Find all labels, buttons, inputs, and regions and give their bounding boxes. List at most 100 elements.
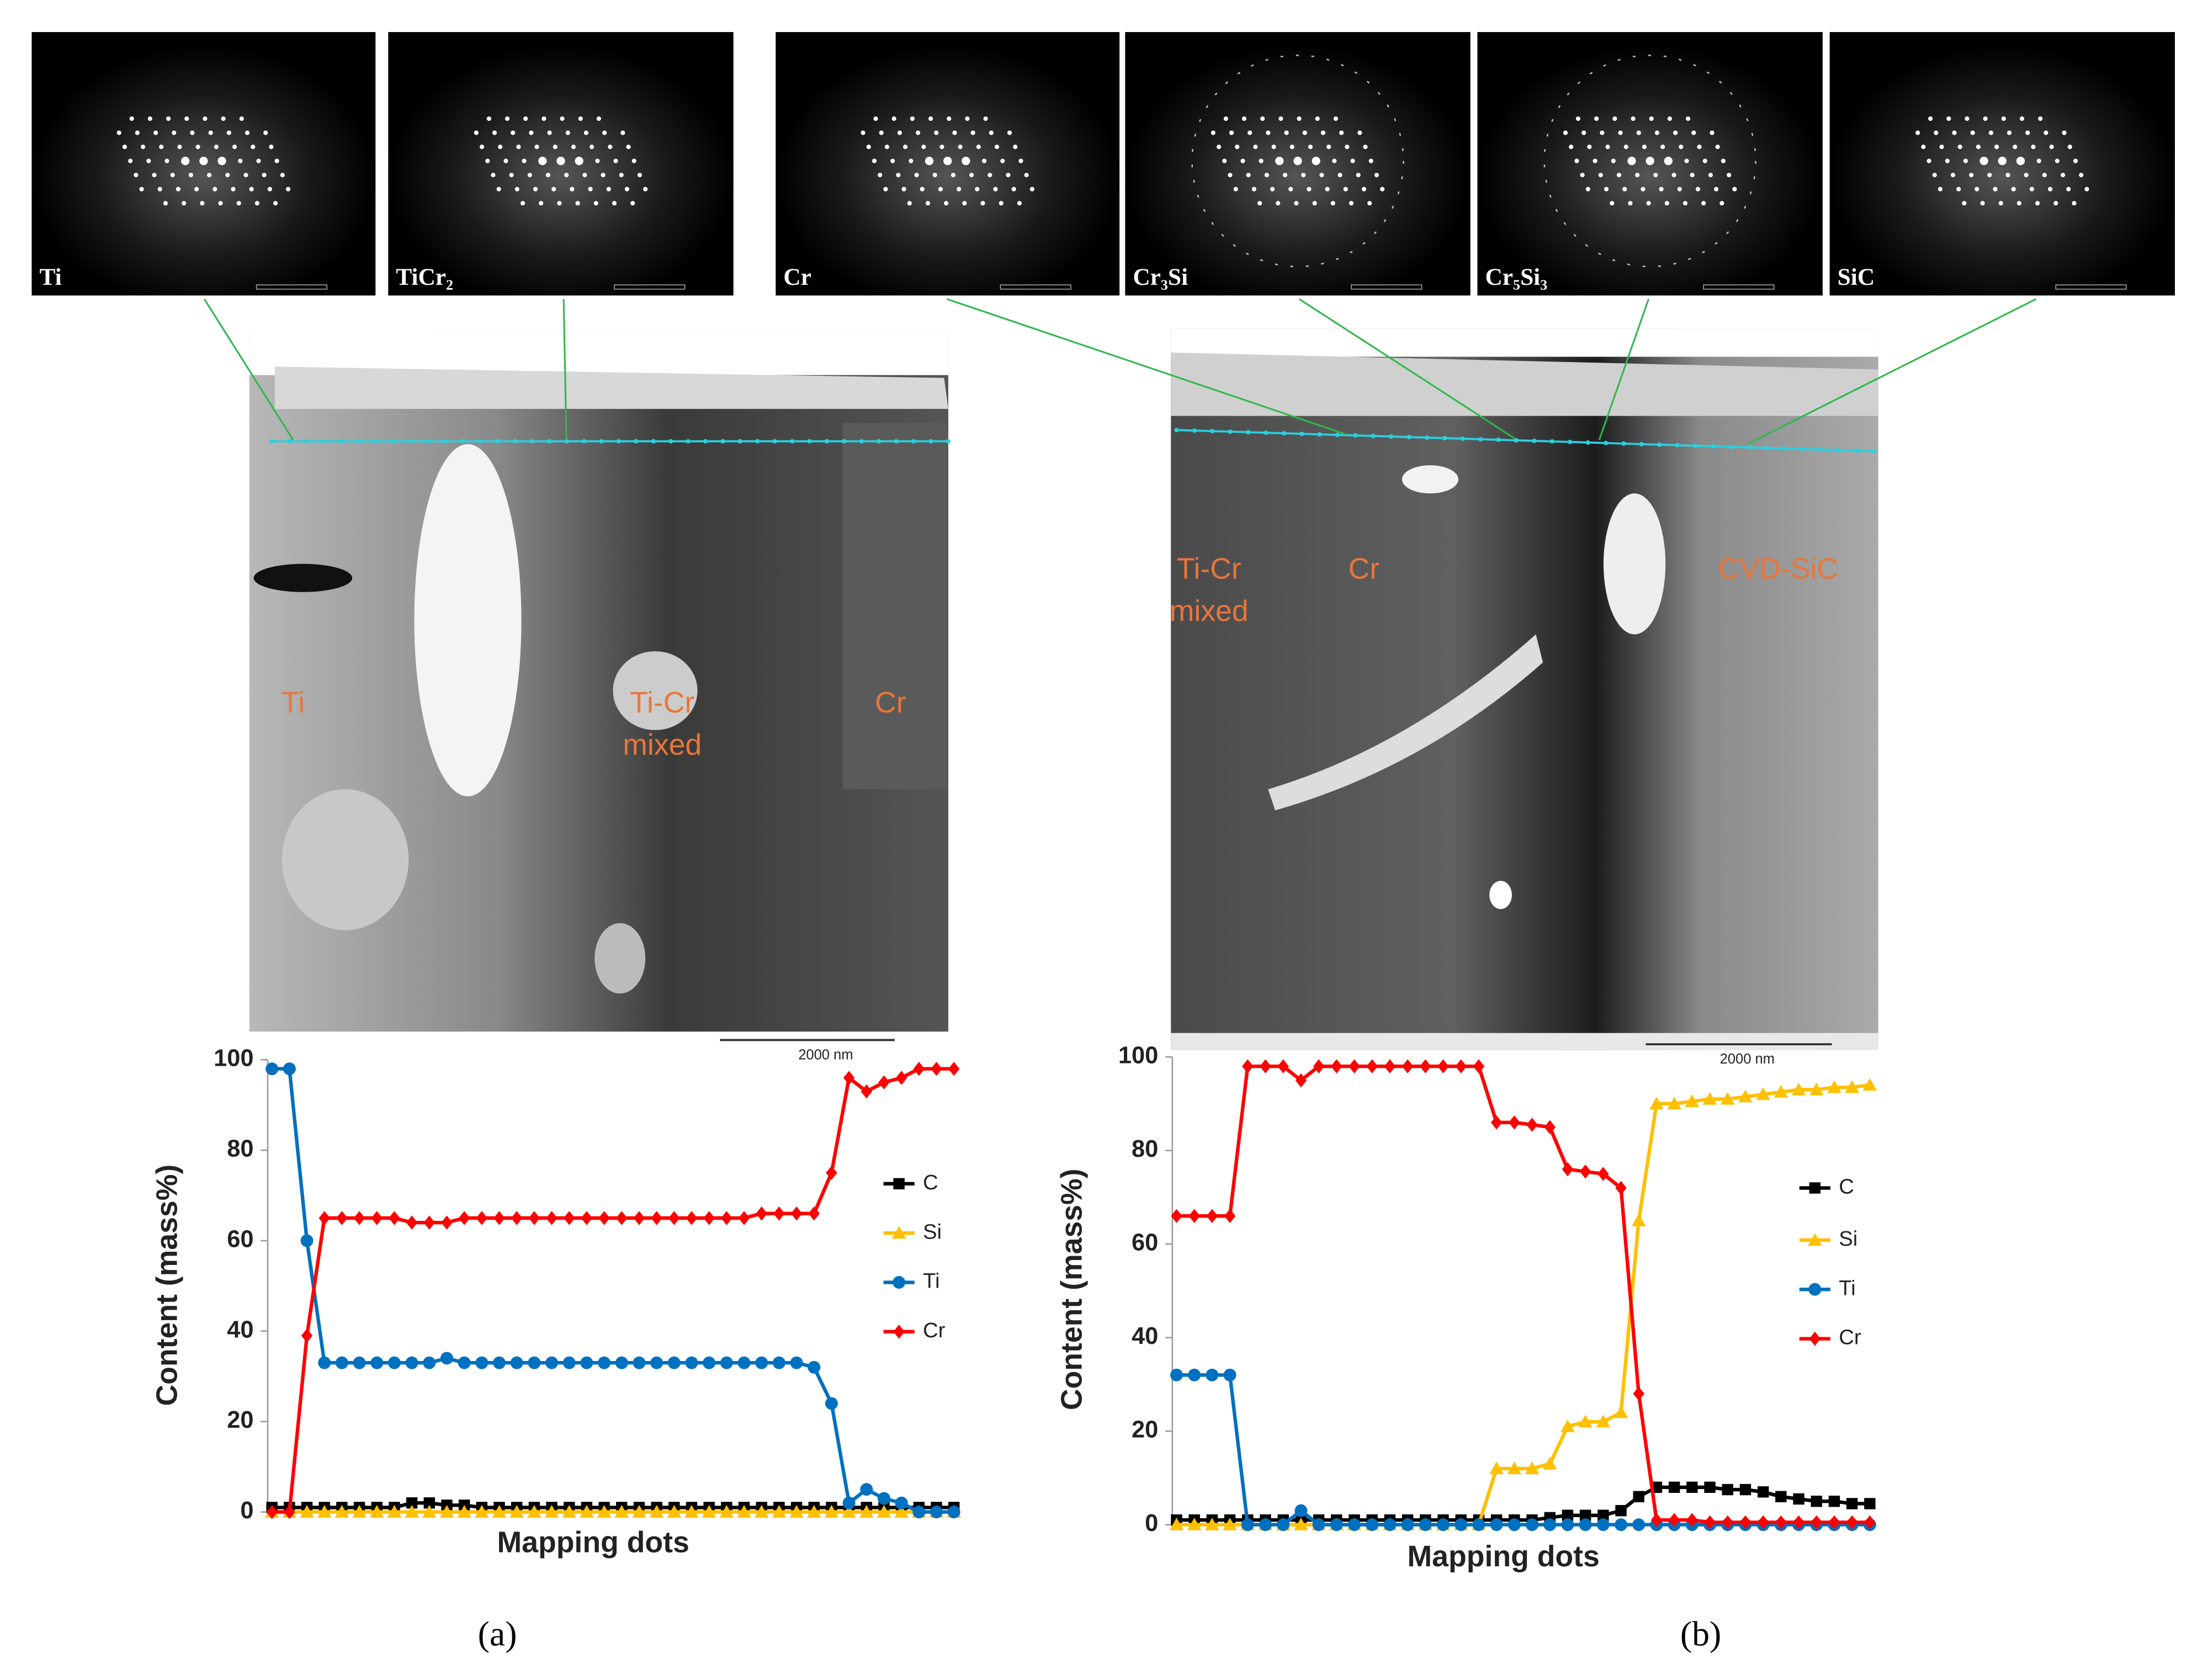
spot [943,156,952,166]
phase-label: Ti [39,264,61,290]
phase-label: TiCr₂ [396,264,453,290]
marker [1846,1515,1858,1530]
y-tick-label: 80 [1132,1136,1158,1162]
spot [612,201,617,206]
spot [1246,173,1251,178]
spot [1569,145,1574,150]
spot [571,145,576,150]
grain [595,923,646,994]
scale-bar [1000,284,1071,290]
spot [2079,173,2084,178]
marker [1223,1517,1237,1530]
marker [1757,1486,1769,1498]
marker [597,1504,612,1518]
spot [1301,173,1306,178]
spot [1654,130,1659,135]
spot [1271,145,1276,150]
marker [843,1071,855,1085]
spot [1260,116,1265,121]
spot [181,156,190,166]
marker [406,1215,418,1230]
marker [1668,1513,1680,1527]
spot [213,187,217,192]
scan-dot [582,439,587,444]
spot [861,130,866,135]
marker [371,1211,383,1225]
spot [1965,116,1970,121]
spot [147,116,152,121]
spot [163,201,168,206]
spot [1934,130,1939,135]
spot [620,130,625,135]
marker [1828,1515,1840,1530]
marker [387,1504,402,1518]
scan-dot [1871,449,1877,454]
spot [570,187,575,192]
marker [1793,1515,1804,1530]
image-bar [1171,1033,1878,1050]
marker [510,1356,523,1369]
spot [1276,201,1281,206]
marker [842,1504,856,1518]
marker [1667,1097,1681,1110]
marker [737,1356,751,1369]
marker [1544,1120,1556,1134]
spot [879,130,884,135]
spot [1969,173,1974,178]
marker [423,1497,435,1509]
marker [702,1504,716,1518]
spot [1345,145,1350,150]
spot [1363,145,1368,150]
spot [182,201,187,206]
marker [685,1356,698,1369]
spot [1988,130,1993,135]
marker [667,1356,681,1369]
spot [970,130,975,135]
spot [2011,187,2016,192]
spot [200,201,205,206]
scan-dot [1747,445,1751,450]
scan-dot [668,439,673,444]
marker [1578,1415,1593,1428]
spot [613,158,618,163]
scan-dot [1264,430,1268,435]
legend-label: C [1839,1175,1854,1199]
particle [1489,881,1512,910]
marker [790,1356,803,1369]
marker [300,1504,314,1518]
spot [976,145,981,150]
legend-marker [1809,1182,1821,1194]
scan-dot [755,439,760,444]
scan-dot [894,439,899,444]
spot [643,187,648,192]
spot [631,158,636,163]
spot [1581,130,1586,135]
marker [300,1234,314,1247]
marker [1330,1518,1343,1532]
spot [983,116,988,121]
spot [2016,201,2022,206]
marker [895,1496,908,1509]
scan-dot [339,439,344,444]
scan-dot [1371,433,1376,439]
spot [1605,145,1610,150]
spot [1697,145,1702,150]
marker [1791,1082,1806,1096]
marker [509,1504,524,1518]
marker [423,1356,436,1369]
spot [2038,116,2043,121]
spot [980,201,985,206]
region-label: Ti-Cr [1177,552,1241,586]
scale-bar [2055,284,2127,290]
scan-dot [1299,431,1304,437]
spot [203,116,208,121]
spot [221,116,226,121]
spot [542,116,546,121]
spot [1623,145,1628,150]
marker [511,1211,523,1225]
marker [1738,1089,1753,1103]
scale-bar [1351,284,1423,290]
marker [806,1504,821,1518]
marker [1615,1504,1627,1517]
